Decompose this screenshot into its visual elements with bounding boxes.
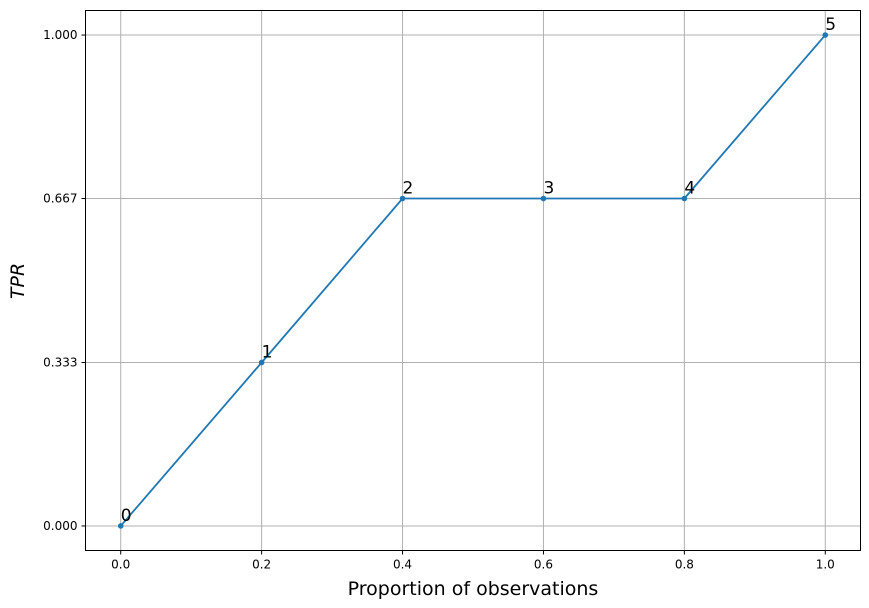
point-label: 5 [825,15,836,35]
data-point [117,523,124,529]
y-tick-label: 1.000 [43,28,77,42]
data-point [258,359,265,366]
x-tick-label: 1.0 [816,558,835,572]
x-tick-label: 0.8 [675,558,694,572]
point-label: 3 [543,179,554,199]
x-tick-label: 0.6 [534,558,553,572]
x-tick-label: 0.0 [111,558,130,572]
y-tick-label: 0.333 [43,355,77,369]
x-tick-label: 0.4 [393,558,412,572]
point-label: 1 [262,342,273,362]
point-label: 2 [403,179,414,199]
series-layer [117,32,829,529]
data-point [822,32,829,38]
data-point [540,195,547,202]
grid [85,10,861,551]
point-label: 0 [121,506,132,526]
x-axis-label: Proportion of observations [348,578,599,600]
data-point [399,195,406,202]
y-tick-label: 0.000 [43,519,77,533]
ticks: 0.0 0.2 0.4 0.6 0.8 1.0 0.000 0.333 0.667 1.000 [43,28,835,571]
plot-frame [85,10,861,551]
y-tick-label: 0.667 [43,192,77,206]
x-tick-label: 0.2 [252,558,271,572]
point-label: 4 [684,179,695,199]
point-labels: 0 1 2 3 4 5 [121,15,836,526]
data-point [681,195,688,202]
y-axis-label: TPR [7,263,29,299]
series-line [120,34,826,527]
